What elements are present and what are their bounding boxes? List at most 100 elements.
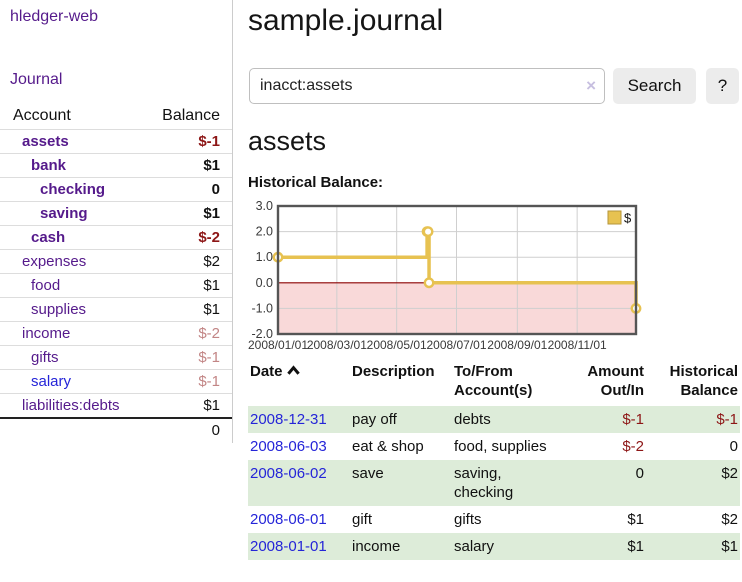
transaction-amount: $-2 [622, 438, 644, 455]
account-section-title: assets [248, 126, 327, 156]
account-balance: $-2 [146, 321, 232, 346]
transaction-description: eat & shop [352, 438, 424, 455]
transaction-row: 2008-06-01 gift gifts $1 $2 [248, 506, 740, 533]
sidebar-item-journal[interactable]: Journal [10, 71, 63, 88]
svg-text:2008/01/01: 2008/01/01 [248, 338, 308, 352]
account-row: gifts $-1 [0, 345, 232, 370]
transaction-amount: $1 [627, 511, 644, 528]
app-title-link[interactable]: hledger-web [10, 8, 99, 25]
search-input[interactable] [249, 68, 605, 104]
account-balance: $-1 [146, 369, 232, 394]
register-header-date[interactable]: Date [248, 360, 350, 406]
main-content: sample.journal × Search ? assets Histori… [248, 0, 742, 560]
account-balance: $1 [146, 153, 232, 178]
register-header-amount[interactable]: Amount Out/In [587, 363, 644, 399]
transaction-balance: $-1 [646, 406, 740, 433]
transaction-accounts: salary [452, 533, 564, 560]
transaction-date-link[interactable]: 2008-06-01 [250, 511, 327, 528]
account-link-salary[interactable]: salary [31, 373, 72, 390]
account-link-expenses[interactable]: expenses [22, 253, 87, 270]
balance-col-header: Balance [162, 107, 220, 124]
account-link-food[interactable]: food [31, 277, 61, 294]
search-form: × Search ? [248, 68, 742, 104]
transaction-row: 2008-06-03 eat & shop food, supplies $-2 0 [248, 433, 740, 460]
transaction-accounts: gifts [454, 511, 482, 528]
transaction-date-link[interactable]: 2008-06-03 [250, 438, 327, 455]
account-balance: $2 [146, 249, 232, 274]
svg-text:2008/11/01: 2008/11/01 [548, 338, 607, 352]
svg-text:3.0: 3.0 [256, 199, 273, 213]
account-link-cash[interactable]: cash [31, 229, 66, 246]
sidebar: hledger-web Journal Account Balance asse… [0, 0, 232, 582]
account-link-income[interactable]: income [22, 325, 71, 342]
accounts-table: Account Balance assets $-1 bank $1 checking 0… [0, 104, 232, 442]
account-row: salary $-1 [0, 369, 232, 394]
register-table: Date Description To/From Account(s) Amou… [248, 360, 740, 560]
search-button[interactable]: Search [613, 68, 696, 104]
account-link-assets[interactable]: assets [22, 133, 69, 150]
svg-text:2008/03/01: 2008/03/01 [307, 338, 367, 352]
transaction-balance: $2 [721, 511, 738, 528]
account-balance: $1 [146, 201, 232, 226]
account-row: liabilities:debts $1 [0, 393, 232, 418]
svg-text:0.0: 0.0 [256, 276, 273, 290]
svg-text:2.0: 2.0 [256, 225, 273, 239]
transaction-row: 2008-12-31 pay off debts $-1 $-1 [248, 406, 740, 433]
sidebar-divider [232, 0, 233, 443]
transaction-date-cell[interactable]: 2008-06-02 [248, 460, 350, 506]
account-row: bank $1 [0, 153, 232, 178]
account-row: saving $1 [0, 201, 232, 226]
svg-text:2008/09/01: 2008/09/01 [487, 338, 547, 352]
transaction-accounts: saving, checking [452, 460, 564, 506]
account-row: supplies $1 [0, 297, 232, 322]
transaction-description: income [350, 533, 452, 560]
account-balance: $-2 [146, 225, 232, 250]
accounts-total-row: 0 [0, 417, 232, 442]
account-balance: 0 [146, 177, 232, 202]
svg-text:-2.0: -2.0 [251, 327, 273, 341]
transaction-date-link[interactable]: 2008-01-01 [250, 538, 327, 555]
svg-text:2008/07/01: 2008/07/01 [426, 338, 486, 352]
account-balance: $1 [146, 273, 232, 298]
account-link-supplies[interactable]: supplies [31, 301, 87, 318]
sort-asc-icon [286, 365, 300, 375]
transaction-date-link[interactable]: 2008-06-02 [250, 465, 327, 482]
account-balance: $-1 [146, 345, 232, 370]
account-row: food $1 [0, 273, 232, 298]
transaction-date-cell[interactable]: 2008-06-01 [248, 506, 350, 533]
register-header-account[interactable]: To/From Account(s) [454, 363, 533, 399]
transaction-balance: 0 [729, 438, 738, 455]
account-link-bank[interactable]: bank [31, 157, 67, 174]
transaction-accounts: debts [452, 406, 564, 433]
account-link-gifts[interactable]: gifts [31, 349, 59, 366]
chart-canvas: 3.0 2.0 1.0 0.0 -1.0 -2.02008/01/012008/03/01… [248, 199, 642, 352]
transaction-description: gift [352, 511, 373, 528]
transaction-amount: $1 [564, 533, 646, 560]
account-row: income $-2 [0, 321, 232, 346]
account-row: cash $-2 [0, 225, 232, 250]
register-header-description[interactable]: Description [352, 363, 435, 380]
transaction-date-cell[interactable]: 2008-12-31 [248, 406, 350, 433]
transaction-row: 2008-01-01 income salary $1 $1 [248, 533, 740, 560]
transaction-date-cell[interactable]: 2008-06-03 [248, 433, 350, 460]
transaction-date-link[interactable]: 2008-12-31 [250, 411, 327, 428]
account-row: checking 0 [0, 177, 232, 202]
help-button[interactable]: ? [706, 68, 739, 104]
transaction-date-cell[interactable]: 2008-01-01 [248, 533, 350, 560]
page-title: sample.journal [248, 4, 444, 37]
transaction-description: pay off [350, 406, 452, 433]
transaction-amount: $-1 [564, 406, 646, 433]
account-link-liabilities-debts[interactable]: liabilities:debts [22, 397, 120, 414]
register-header-balance[interactable]: Historical Balance [669, 363, 738, 399]
transaction-description: save [350, 460, 452, 506]
account-link-checking[interactable]: checking [40, 181, 106, 198]
svg-text:2008/05/01: 2008/05/01 [367, 338, 427, 352]
account-balance: $1 [146, 393, 232, 418]
clear-search-icon[interactable]: × [586, 76, 596, 95]
account-balance: $1 [146, 297, 232, 322]
account-link-saving[interactable]: saving [40, 205, 88, 222]
transaction-balance: $2 [646, 460, 740, 506]
svg-text:-1.0: -1.0 [251, 301, 273, 315]
transaction-amount: 0 [564, 460, 646, 506]
